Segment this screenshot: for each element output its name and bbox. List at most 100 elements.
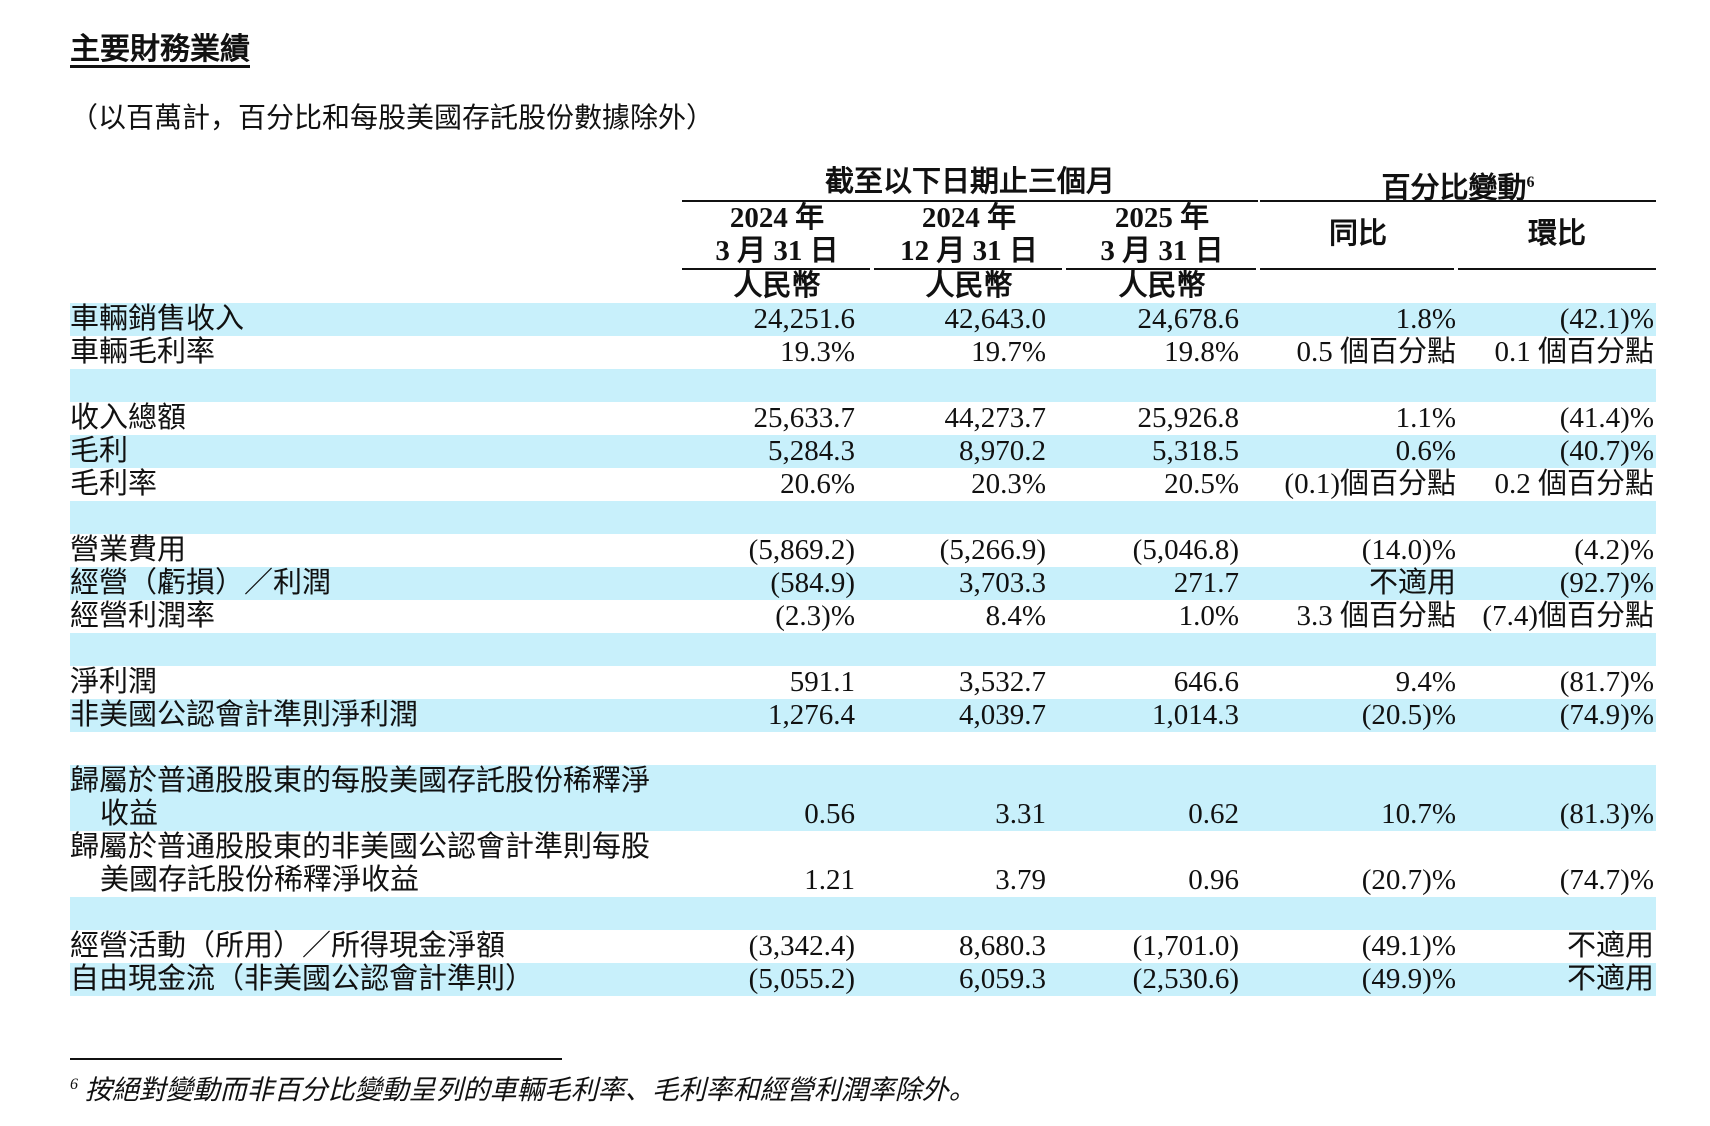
- cell-2024-q1: 19.3%: [780, 336, 855, 368]
- header-group-percent-change: 百分比變動6: [1260, 166, 1656, 206]
- cell-2024-q4: 8,680.3: [959, 930, 1046, 962]
- cell-qoq: (42.1)%: [1559, 303, 1654, 335]
- row-label: 收入總額: [70, 402, 187, 434]
- cell-yoy: 3.3 個百分點: [1296, 600, 1456, 632]
- row-label: 經營（虧損）／利潤: [70, 567, 332, 599]
- row-label-line1: 歸屬於普通股股東的非美國公認會計準則每股: [70, 831, 651, 863]
- cell-yoy: 0.5 個百分點: [1296, 336, 1456, 368]
- spacer-row: [70, 897, 1656, 930]
- cell-qoq: 0.2 個百分點: [1494, 468, 1654, 500]
- table-subtitle: （以百萬計，百分比和每股美國存託股份數據除外）: [70, 103, 715, 134]
- cell-2025-q1: 646.6: [1173, 666, 1239, 698]
- row-label: 營業費用: [70, 534, 187, 566]
- header-col-2025-q1-date: 3 月 31 日: [1100, 235, 1224, 267]
- cell-2024-q1: (5,869.2): [748, 534, 855, 566]
- spacer-row: [70, 369, 1656, 402]
- cell-2024-q1: 25,633.7: [753, 402, 856, 434]
- cell-2025-q1: 5,318.5: [1152, 435, 1239, 467]
- header-col-2024-q4-year: 2024 年: [921, 202, 1017, 234]
- row-label: 經營利潤率: [70, 600, 216, 632]
- table-row: 經營利潤率 (2.3)% 8.4% 1.0% 3.3 個百分點 (7.4)個百分…: [70, 600, 1656, 633]
- cell-2024-q1: 0.56: [804, 798, 855, 830]
- cell-yoy: (0.1)個百分點: [1284, 468, 1456, 500]
- cell-qoq: (81.3)%: [1559, 798, 1654, 830]
- header-col-2025-q1-year: 2025 年: [1114, 202, 1210, 234]
- table-row: 歸屬於普通股股東的非美國公認會計準則每股 美國存託股份稀釋淨收益 1.21 3.…: [70, 831, 1656, 897]
- header-group-three-months: 截至以下日期止三個月: [824, 166, 1115, 198]
- cell-2024-q4: 44,273.7: [944, 402, 1047, 434]
- cell-2025-q1: 1.0%: [1178, 600, 1239, 632]
- cell-2024-q4: 4,039.7: [959, 699, 1046, 731]
- cell-2024-q4: (5,266.9): [939, 534, 1046, 566]
- financial-table-body: 車輛銷售收入 24,251.6 42,643.0 24,678.6 1.8% (…: [70, 303, 1656, 996]
- cell-qoq: (41.4)%: [1559, 402, 1654, 434]
- table-row: 收入總額 25,633.7 44,273.7 25,926.8 1.1% (41…: [70, 402, 1656, 435]
- table-row: 非美國公認會計準則淨利潤 1,276.4 4,039.7 1,014.3 (20…: [70, 699, 1656, 732]
- cell-2024-q4: 6,059.3: [959, 963, 1046, 995]
- table-row: 車輛銷售收入 24,251.6 42,643.0 24,678.6 1.8% (…: [70, 303, 1656, 336]
- cell-2024-q4: 3.79: [995, 864, 1046, 896]
- table-row: 自由現金流（非美國公認會計準則） (5,055.2) 6,059.3 (2,53…: [70, 963, 1656, 996]
- cell-2024-q1: (5,055.2): [748, 963, 855, 995]
- table-row: 經營（虧損）／利潤 (584.9) 3,703.3 271.7 不適用 (92.…: [70, 567, 1656, 600]
- row-label-line2: 收益: [100, 798, 159, 830]
- cell-2025-q1: 1,014.3: [1152, 699, 1239, 731]
- table-row: 毛利率 20.6% 20.3% 20.5% (0.1)個百分點 0.2 個百分點: [70, 468, 1656, 501]
- row-label: 歸屬於普通股股東的非美國公認會計準則每股 美國存託股份稀釋淨收益: [70, 831, 650, 897]
- footnote-divider: [70, 1058, 562, 1060]
- row-label: 非美國公認會計準則淨利潤: [70, 699, 419, 731]
- spacer-row: [70, 501, 1656, 534]
- header-col-2025-q1: 2025 年 3 月 31 日: [1066, 202, 1258, 268]
- table-row: 淨利潤 591.1 3,532.7 646.6 9.4% (81.7)%: [70, 666, 1656, 699]
- cell-2025-q1: (2,530.6): [1132, 963, 1239, 995]
- cell-2024-q1: (584.9): [770, 567, 855, 599]
- cell-qoq: (74.7)%: [1559, 864, 1654, 896]
- cell-qoq: (81.7)%: [1559, 666, 1654, 698]
- cell-2025-q1: 19.8%: [1164, 336, 1239, 368]
- header-col-yoy: 同比: [1328, 218, 1387, 250]
- cell-2024-q4: 8.4%: [985, 600, 1046, 632]
- spacer-row: [70, 633, 1656, 666]
- cell-qoq: 0.1 個百分點: [1494, 336, 1654, 368]
- cell-qoq: 不適用: [1566, 963, 1654, 995]
- cell-2025-q1: 24,678.6: [1137, 303, 1240, 335]
- spacer-row: [70, 732, 1656, 765]
- header-currency-2: 人民幣: [925, 270, 1013, 302]
- cell-2024-q1: 591.1: [789, 666, 855, 698]
- section-title: 主要財務業績: [70, 33, 250, 66]
- table-header: 截至以下日期止三個月 百分比變動6 2024 年 3 月 31 日 2024 年…: [0, 0, 1710, 310]
- cell-yoy: (49.1)%: [1361, 930, 1456, 962]
- cell-2025-q1: 20.5%: [1164, 468, 1239, 500]
- row-label-line1: 歸屬於普通股股東的每股美國存託股份稀釋淨: [70, 765, 651, 797]
- header-currency-3: 人民幣: [1118, 270, 1206, 302]
- cell-2024-q4: 20.3%: [971, 468, 1046, 500]
- cell-2025-q1: 0.96: [1188, 864, 1239, 896]
- cell-yoy: 0.6%: [1395, 435, 1456, 467]
- cell-2024-q1: (3,342.4): [748, 930, 855, 962]
- cell-yoy: (14.0)%: [1361, 534, 1456, 566]
- cell-2024-q1: 24,251.6: [753, 303, 856, 335]
- cell-qoq: 不適用: [1566, 930, 1654, 962]
- header-col-qoq: 環比: [1527, 218, 1586, 250]
- table-row: 營業費用 (5,869.2) (5,266.9) (5,046.8) (14.0…: [70, 534, 1656, 567]
- table-row: 經營活動（所用）／所得現金淨額 (3,342.4) 8,680.3 (1,701…: [70, 930, 1656, 963]
- cell-yoy: 不適用: [1368, 567, 1456, 599]
- cell-2025-q1: 271.7: [1173, 567, 1239, 599]
- cell-yoy: 9.4%: [1395, 666, 1456, 698]
- footnote: 6 按絕對變動而非百分比變動呈列的車輛毛利率、毛利率和經營利潤率除外。: [70, 1068, 976, 1107]
- cell-yoy: (20.7)%: [1361, 864, 1456, 896]
- row-label: 車輛銷售收入: [70, 303, 245, 335]
- row-label: 自由現金流（非美國公認會計準則）: [70, 963, 535, 995]
- cell-yoy: 1.1%: [1395, 402, 1456, 434]
- cell-yoy: 10.7%: [1381, 798, 1456, 830]
- cell-qoq: (92.7)%: [1559, 567, 1654, 599]
- header-col-2024-q1-year: 2024 年: [729, 202, 825, 234]
- row-label: 歸屬於普通股股東的每股美國存託股份稀釋淨 收益: [70, 765, 650, 831]
- header-col-2024-q4: 2024 年 12 月 31 日: [874, 202, 1064, 268]
- cell-yoy: (49.9)%: [1361, 963, 1456, 995]
- cell-yoy: (20.5)%: [1361, 699, 1456, 731]
- cell-2025-q1: 25,926.8: [1137, 402, 1240, 434]
- header-footnote-marker: 6: [1526, 174, 1535, 191]
- cell-qoq: (4.2)%: [1574, 534, 1654, 566]
- cell-2024-q1: 1.21: [804, 864, 855, 896]
